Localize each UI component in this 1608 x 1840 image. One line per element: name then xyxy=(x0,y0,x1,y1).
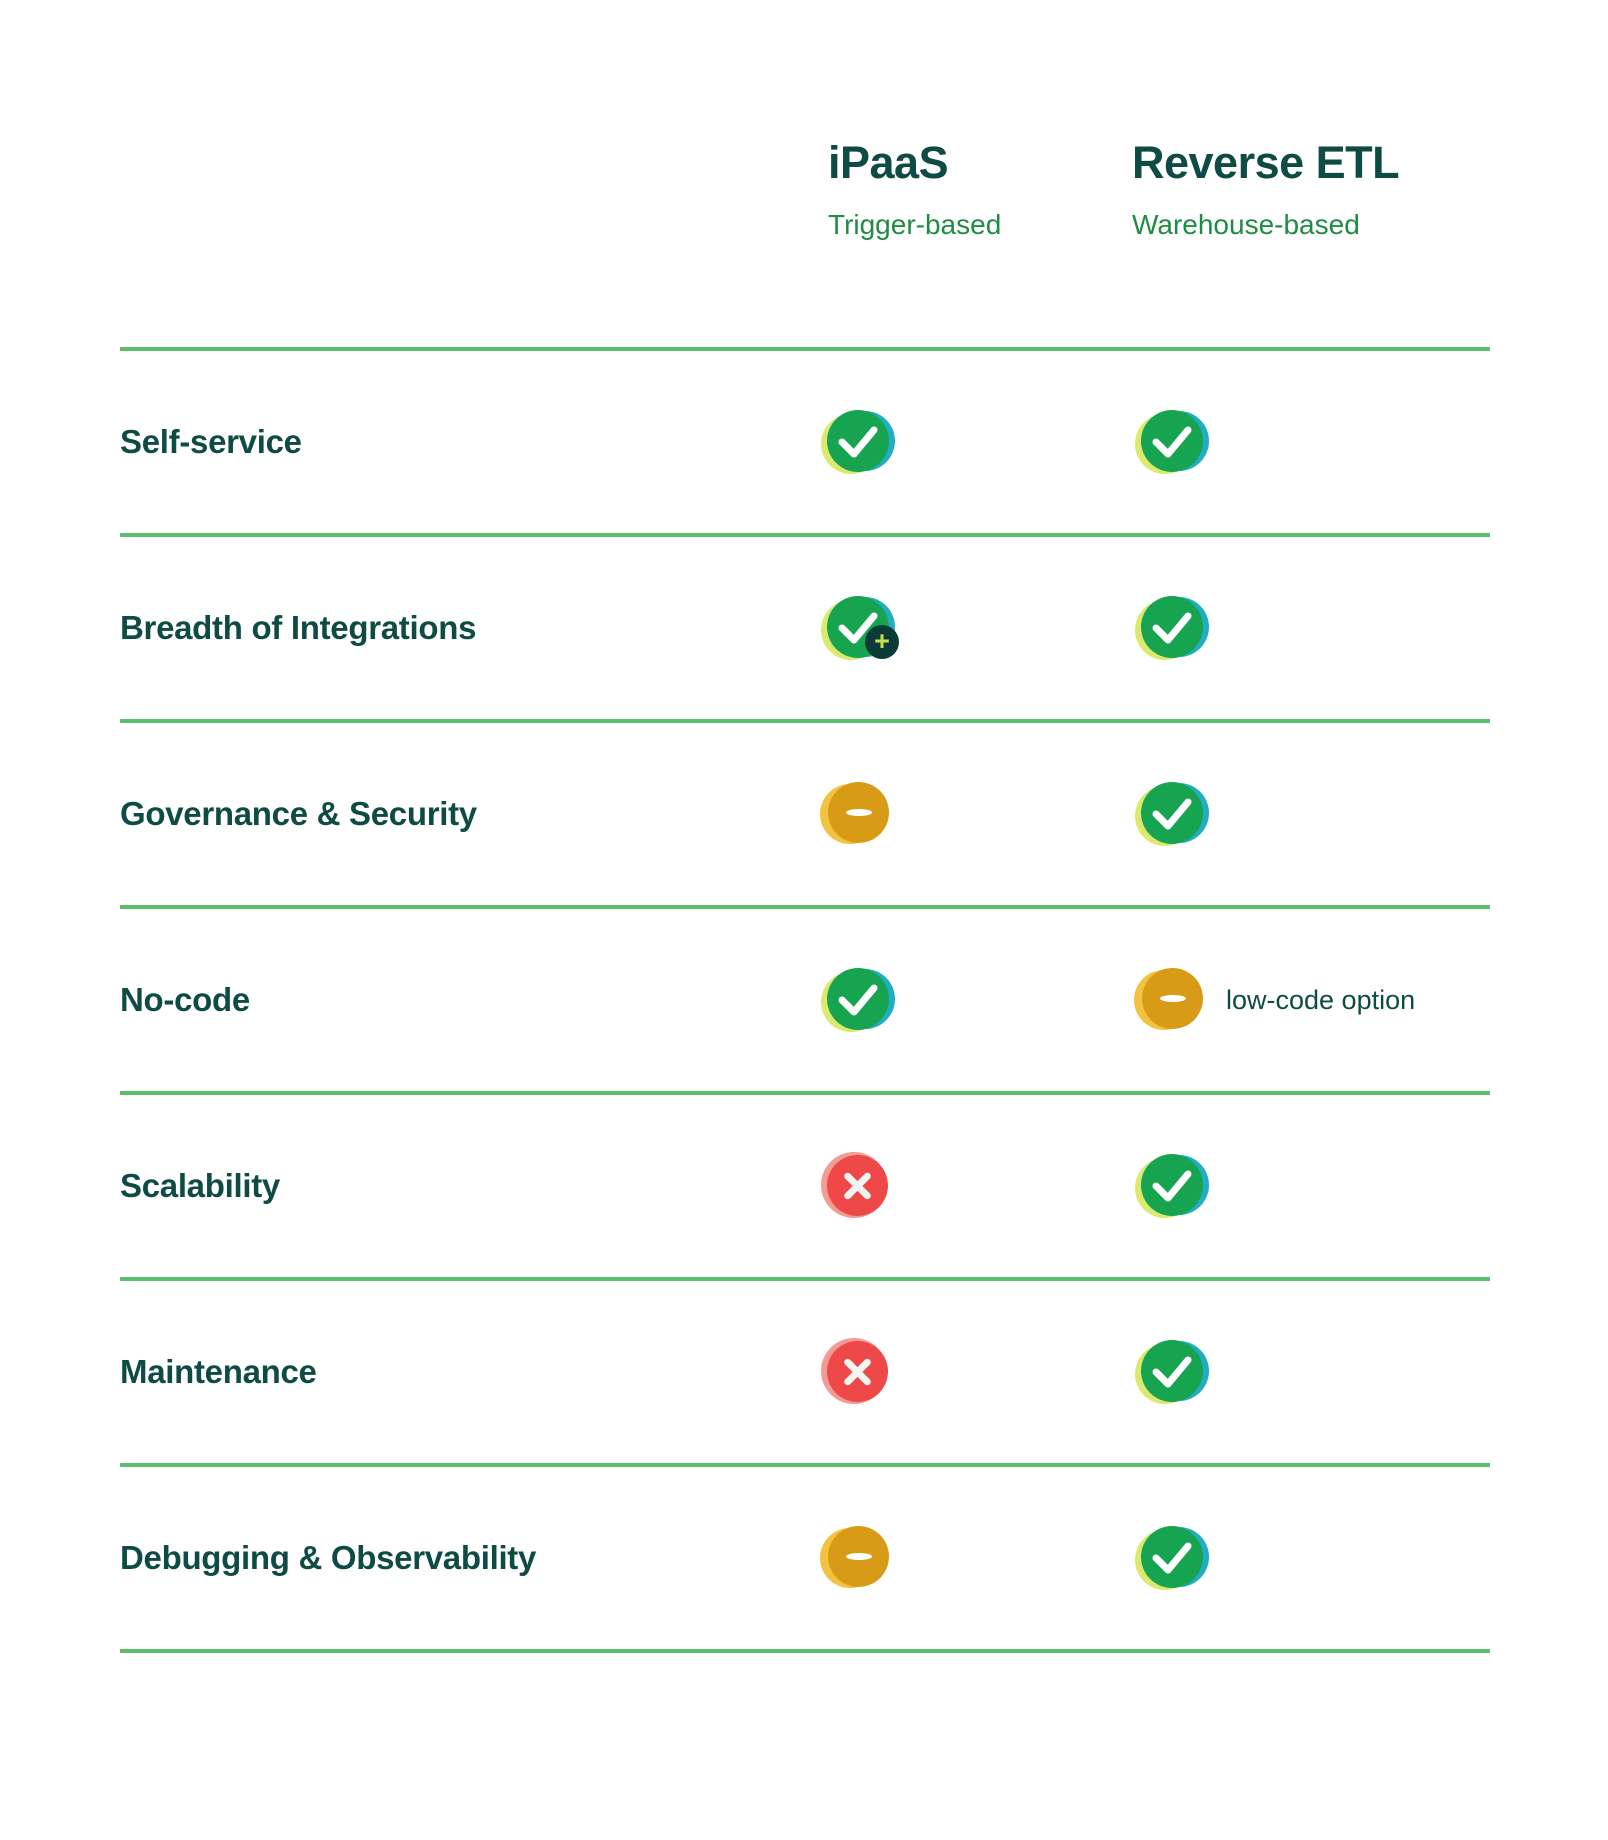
table-row: Debugging & Observability xyxy=(120,1463,1490,1649)
cross-icon xyxy=(821,1338,890,1404)
row-label: Maintenance xyxy=(120,1353,317,1390)
row-label: Debugging & Observability xyxy=(120,1539,537,1576)
check-icon xyxy=(1135,1154,1209,1218)
table-row: Governance & Security xyxy=(120,719,1490,905)
table-cell xyxy=(1135,1340,1209,1404)
table-cell xyxy=(821,1152,890,1218)
minus-icon xyxy=(1134,968,1204,1032)
check-icon xyxy=(821,968,895,1032)
column-title: Reverse ETL xyxy=(1132,137,1400,188)
table-cell xyxy=(820,782,890,846)
check-icon xyxy=(1135,410,1209,474)
row-label: Scalability xyxy=(120,1167,280,1204)
minus-icon xyxy=(820,1526,890,1590)
table-row: Scalability xyxy=(120,1091,1490,1277)
column-header-reverse-etl: Reverse ETL Warehouse-based xyxy=(1132,137,1400,240)
row-label: Self-service xyxy=(120,423,302,460)
table-cell xyxy=(1135,782,1209,846)
check-icon xyxy=(1135,782,1209,846)
table-cell xyxy=(821,410,895,474)
row-label: No-code xyxy=(120,981,250,1018)
plus-badge-icon: + xyxy=(865,625,899,659)
check-icon xyxy=(1135,596,1209,660)
table-row: Breadth of Integrations + xyxy=(120,533,1490,719)
table-cell: low-code option xyxy=(1134,968,1416,1032)
table-cell xyxy=(1135,596,1209,660)
check-icon xyxy=(821,410,895,474)
check-plus-icon: + xyxy=(821,596,899,660)
cross-icon xyxy=(821,1152,890,1218)
check-icon xyxy=(1135,1340,1209,1404)
row-label: Governance & Security xyxy=(120,795,477,832)
table-cell xyxy=(1135,1154,1209,1218)
minus-icon xyxy=(820,782,890,846)
table-row: Maintenance xyxy=(120,1277,1490,1463)
table-cell: + xyxy=(821,596,899,660)
column-header-ipaas: iPaaS Trigger-based xyxy=(828,140,1001,239)
table-row: No-code low-code option xyxy=(120,905,1490,1091)
check-icon xyxy=(1135,1526,1209,1590)
table-cell xyxy=(1135,1526,1209,1590)
table-cell xyxy=(821,968,895,1032)
table-row: Self-service xyxy=(120,347,1490,533)
column-title: iPaaS xyxy=(828,137,949,188)
column-subtitle: Warehouse-based xyxy=(1132,209,1360,240)
row-label: Breadth of Integrations xyxy=(120,609,477,646)
cell-note: low-code option xyxy=(1226,984,1416,1015)
column-subtitle: Trigger-based xyxy=(828,209,1002,240)
comparison-table-body: Self-service Breadth of Integrations + Gove… xyxy=(120,347,1490,1653)
table-cell xyxy=(1135,410,1209,474)
table-cell xyxy=(820,1526,890,1590)
table-cell xyxy=(821,1338,890,1404)
